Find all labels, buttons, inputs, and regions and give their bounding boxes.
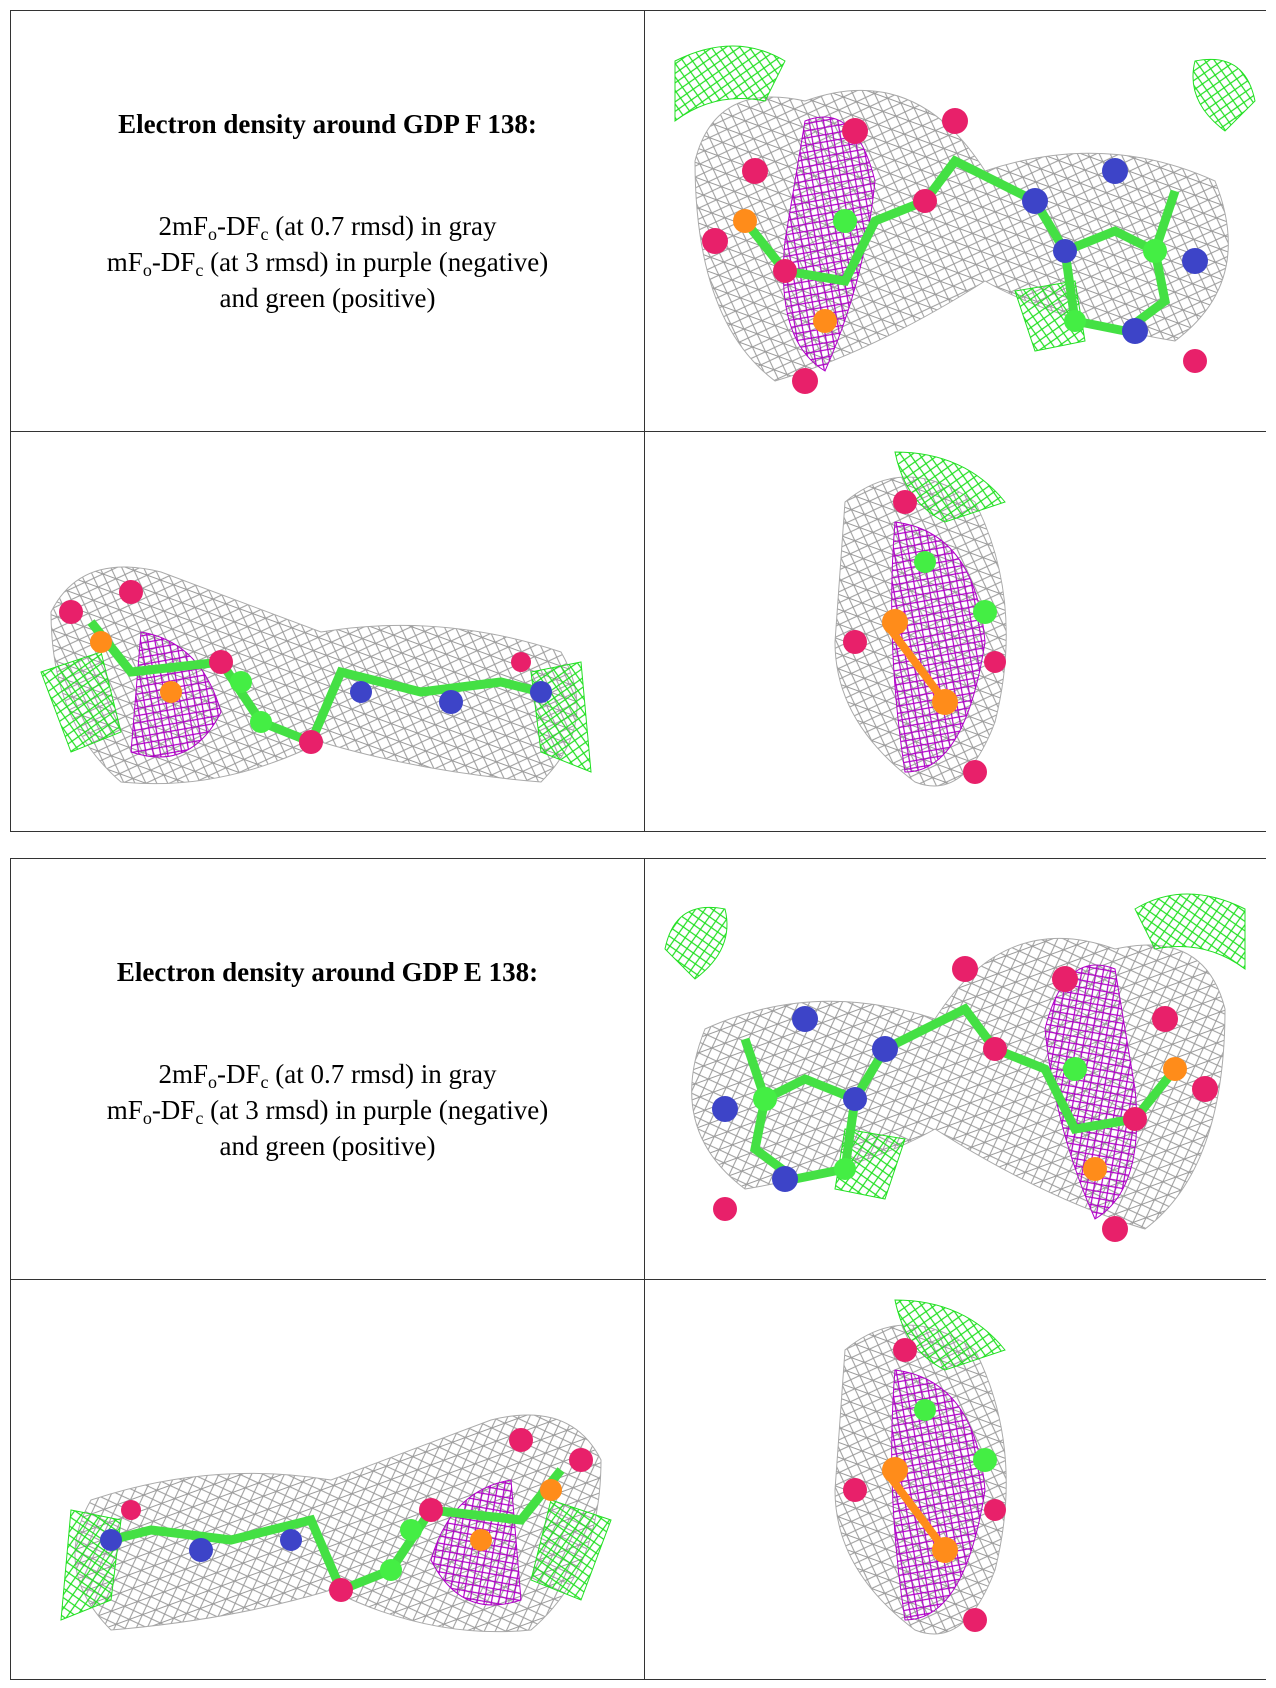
subscript: o — [142, 1108, 152, 1128]
text: (at 3 rmsd) in purple (negative) — [203, 247, 549, 277]
subscript: c — [260, 224, 269, 244]
subscript: o — [208, 1072, 218, 1092]
description-line: mFo-DFc (at 3 rmsd) in purple (negative) — [11, 1092, 644, 1128]
text: (at 0.7 rmsd) in gray — [268, 211, 497, 241]
image — [645, 1280, 1267, 1680]
description-cell: Electron density around GDP F 138: 2mFo-… — [11, 11, 644, 431]
table: Electron density around GDP E 138: 2mFo-… — [10, 858, 1266, 1680]
text: and green (positive) — [219, 1131, 436, 1161]
text: and green (positive) — [219, 283, 436, 313]
text: -DF — [217, 1059, 261, 1089]
divider — [11, 431, 1266, 432]
description: 2mFo-DFc (at 0.7 rmsd) in gray mFo-DFc (a… — [11, 208, 644, 316]
divider — [11, 1279, 1266, 1280]
description-line: mFo-DFc (at 3 rmsd) in purple (negative) — [11, 244, 644, 280]
description-line: 2mFo-DFc (at 0.7 rmsd) in gray — [11, 1056, 644, 1092]
text: (at 0.7 rmsd) in gray — [268, 1059, 497, 1089]
description-line: and green (positive) — [11, 1128, 644, 1164]
divider — [644, 11, 645, 831]
description-cell: Electron density around GDP E 138: 2mFo-… — [11, 859, 644, 1279]
description-line: 2mFo-DFc (at 0.7 rmsd) in gray — [11, 208, 644, 244]
image — [645, 432, 1267, 832]
description: 2mFo-DFc (at 0.7 rmsd) in gray mFo-DFc (a… — [11, 1056, 644, 1164]
subscript: o — [208, 224, 218, 244]
subscript: c — [260, 1072, 269, 1092]
text: (at 3 rmsd) in purple (negative) — [203, 1095, 549, 1125]
text: mF — [106, 1095, 143, 1125]
image — [645, 11, 1267, 431]
image — [11, 432, 644, 832]
divider — [644, 859, 645, 1679]
title: Electron density around GDP F 138: — [118, 109, 537, 139]
text: 2mF — [158, 1059, 209, 1089]
text: 2mF — [158, 211, 209, 241]
subscript: o — [142, 260, 152, 280]
subscript: c — [195, 1108, 204, 1128]
text: -DF — [151, 1095, 196, 1125]
table: Electron density around GDP F 138: 2mFo-… — [10, 10, 1266, 832]
image — [645, 859, 1267, 1279]
text: -DF — [151, 247, 196, 277]
image — [11, 1280, 644, 1680]
text: -DF — [217, 211, 261, 241]
description-line: and green (positive) — [11, 280, 644, 316]
title: Electron density around GDP E 138: — [116, 957, 539, 987]
text: mF — [106, 247, 143, 277]
subscript: c — [195, 260, 204, 280]
